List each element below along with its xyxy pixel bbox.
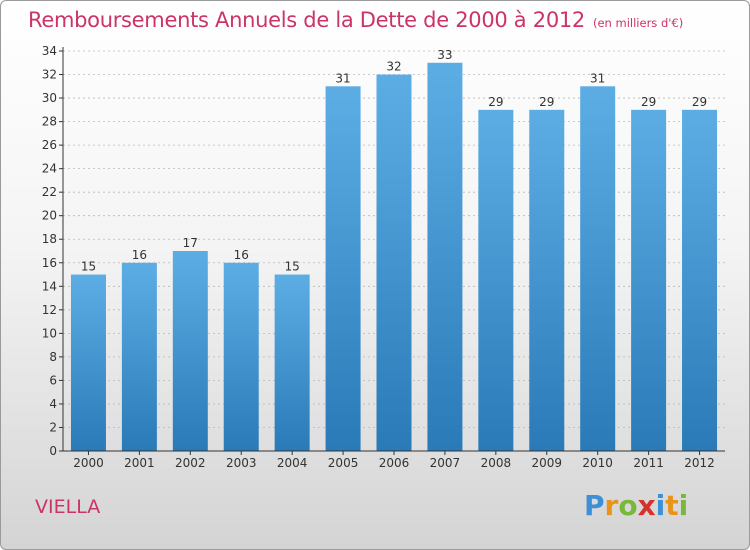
y-tick-label: 22 — [42, 185, 57, 199]
title-unit: (en milliers d'€) — [593, 16, 684, 30]
bar — [529, 109, 565, 451]
logo-letter: x — [637, 489, 656, 522]
y-tick-label: 30 — [42, 91, 57, 105]
bar-value-label: 15 — [285, 260, 300, 274]
bar — [376, 74, 412, 451]
logo-letter: i — [678, 489, 689, 522]
y-tick-label: 32 — [42, 68, 57, 82]
bar-value-label: 29 — [488, 95, 503, 109]
bar-value-label: 29 — [692, 95, 707, 109]
y-tick-label: 20 — [42, 209, 57, 223]
x-tick-label: 2000 — [73, 456, 104, 470]
x-tick-label: 2009 — [531, 456, 562, 470]
x-tick-label: 2007 — [430, 456, 461, 470]
bar-value-label: 29 — [539, 95, 554, 109]
bar — [223, 262, 259, 451]
bar-value-label: 16 — [234, 248, 249, 262]
y-tick-label: 8 — [49, 350, 57, 364]
bar-value-label: 33 — [437, 48, 452, 62]
x-tick-label: 2001 — [124, 456, 155, 470]
logo-letter: o — [618, 489, 638, 522]
bar-value-label: 32 — [386, 60, 401, 74]
bar-value-label: 31 — [590, 71, 605, 85]
logo-letter: r — [604, 489, 619, 522]
y-tick-label: 26 — [42, 138, 57, 152]
y-tick-label: 34 — [42, 44, 57, 58]
bar-value-label: 15 — [81, 260, 96, 274]
y-tick-label: 12 — [42, 303, 57, 317]
y-tick-label: 2 — [49, 420, 57, 434]
y-tick-label: 24 — [42, 162, 57, 176]
x-tick-label: 2010 — [582, 456, 613, 470]
y-tick-label: 28 — [42, 115, 57, 129]
x-tick-label: 2006 — [379, 456, 410, 470]
bar — [274, 274, 310, 451]
y-tick-label: 4 — [49, 397, 57, 411]
x-tick-label: 2008 — [481, 456, 512, 470]
bar — [325, 86, 361, 451]
chart-title: Remboursements Annuels de la Dette de 20… — [28, 8, 683, 32]
bar-value-label: 29 — [641, 95, 656, 109]
bar-value-label: 17 — [183, 236, 198, 250]
x-tick-label: 2004 — [277, 456, 308, 470]
bar-value-label: 31 — [335, 71, 350, 85]
bar — [682, 109, 718, 451]
logo-letter: P — [584, 489, 605, 522]
bar — [121, 262, 157, 451]
x-tick-label: 2003 — [226, 456, 257, 470]
bar — [580, 86, 616, 451]
bar — [172, 251, 208, 451]
logo-letter: i — [655, 489, 666, 522]
x-tick-label: 2005 — [328, 456, 359, 470]
bar-value-label: 16 — [132, 248, 147, 262]
x-tick-label: 2012 — [684, 456, 715, 470]
y-tick-label: 16 — [42, 256, 57, 270]
bar-layer: 15 16 17 16 15 31 32 33 29 29 31 29 29 — [70, 48, 718, 451]
proxiti-logo: Proxiti — [584, 489, 688, 522]
place-name: VIELLA — [35, 496, 101, 518]
title-text: Remboursements Annuels de la Dette de 20… — [28, 8, 585, 32]
y-tick-label: 6 — [49, 373, 57, 387]
bar — [478, 109, 514, 451]
y-tick-label: 18 — [42, 232, 57, 246]
bar — [427, 62, 463, 451]
y-tick-label: 14 — [42, 279, 57, 293]
bar — [70, 274, 106, 451]
bar — [631, 109, 667, 451]
y-tick-label: 10 — [42, 326, 57, 340]
x-tick-label: 2011 — [633, 456, 664, 470]
y-tick-label: 0 — [49, 444, 57, 458]
logo-letter: t — [665, 489, 679, 522]
x-tick-label: 2002 — [175, 456, 206, 470]
